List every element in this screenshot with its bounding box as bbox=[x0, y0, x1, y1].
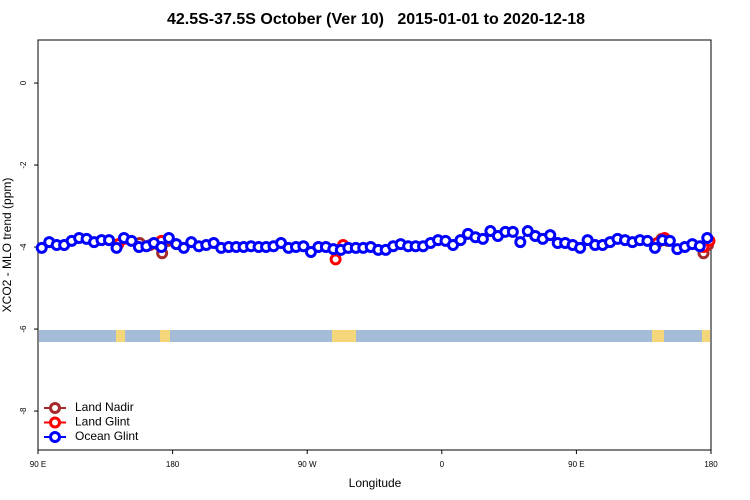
point bbox=[514, 236, 527, 249]
mask-land bbox=[116, 330, 125, 342]
point bbox=[663, 234, 676, 247]
y-tick-label: -6 bbox=[19, 325, 28, 333]
legend-marker bbox=[49, 416, 61, 429]
legend-label: Land Glint bbox=[75, 415, 130, 429]
point bbox=[177, 241, 190, 254]
x-axis-label: Longitude bbox=[349, 476, 402, 490]
x-tick-label: 0 bbox=[440, 460, 445, 469]
y-axis-label: XCO2 - MLO trend (ppm) bbox=[0, 178, 14, 313]
y-tick-label: -8 bbox=[19, 407, 28, 415]
mask-land bbox=[160, 330, 170, 342]
x-tick-label: 180 bbox=[166, 460, 180, 469]
point bbox=[103, 234, 116, 247]
y-tick-label: -4 bbox=[19, 243, 28, 251]
mask-land bbox=[332, 330, 356, 342]
legend-marker bbox=[49, 402, 61, 414]
point bbox=[35, 241, 48, 254]
mask-ocean bbox=[39, 330, 710, 342]
point bbox=[125, 234, 138, 247]
x-tick-label: 90 E bbox=[568, 460, 584, 469]
point bbox=[329, 253, 342, 266]
point bbox=[641, 234, 654, 247]
legend-marker bbox=[49, 431, 61, 443]
point bbox=[693, 240, 706, 253]
point bbox=[454, 234, 467, 247]
chart-title: 42.5S-37.5S October (Ver 10) 2015-01-01 … bbox=[167, 11, 585, 28]
mask-land bbox=[652, 330, 664, 342]
legend-label: Land Nadir bbox=[75, 400, 134, 414]
point bbox=[701, 232, 714, 245]
point bbox=[476, 232, 489, 245]
y-tick-label: -2 bbox=[19, 161, 28, 169]
point bbox=[506, 225, 519, 238]
x-tick-label: 90 E bbox=[30, 460, 46, 469]
mask-land bbox=[702, 330, 710, 342]
y-tick-label: 0 bbox=[19, 80, 28, 85]
x-tick-label: 180 bbox=[704, 460, 718, 469]
point bbox=[574, 241, 587, 254]
point bbox=[297, 240, 310, 253]
point bbox=[110, 241, 123, 254]
point bbox=[544, 229, 557, 242]
point bbox=[155, 241, 168, 254]
x-tick-label: 90 W bbox=[298, 460, 317, 469]
land-sea-mask bbox=[39, 330, 710, 342]
legend-label: Ocean Glint bbox=[75, 429, 139, 443]
point bbox=[648, 241, 661, 254]
point bbox=[162, 232, 175, 245]
